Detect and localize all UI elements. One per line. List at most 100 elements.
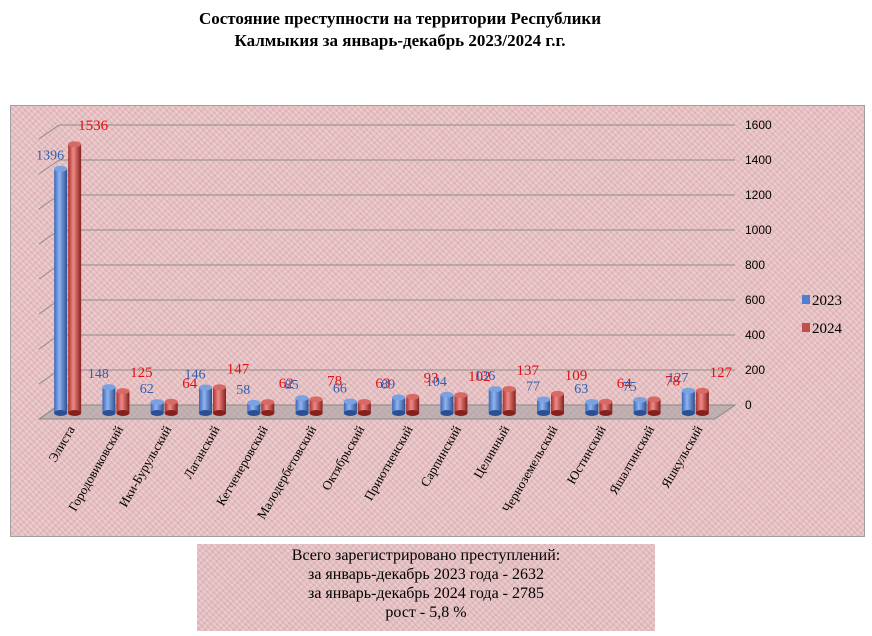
chart-floor xyxy=(37,404,737,420)
data-label-2023: 66 xyxy=(333,381,347,396)
bar-top-2024 xyxy=(454,392,468,399)
bar-top-2024 xyxy=(599,398,613,405)
data-label-2024: 63 xyxy=(375,376,390,392)
gridline-side xyxy=(38,124,60,140)
summary-line1: Всего зарегистрировано преступлений: xyxy=(291,547,561,564)
bar-2024 xyxy=(454,395,468,413)
bar-top-2023 xyxy=(295,395,309,402)
bar-top-2024 xyxy=(647,396,661,403)
bar-top-2023 xyxy=(199,384,212,391)
bar-2024 xyxy=(68,144,82,413)
bar-2023 xyxy=(343,401,357,413)
data-label-2023: 75 xyxy=(623,380,637,395)
data-label-2023: 89 xyxy=(381,377,395,392)
bar-2023 xyxy=(585,401,599,413)
bar-2024 xyxy=(164,401,178,413)
bar-top-2023 xyxy=(440,391,454,398)
bar-2023 xyxy=(392,397,406,413)
data-label-2024: 62 xyxy=(279,376,294,392)
bar-top-2024 xyxy=(164,398,178,405)
bar-base-2023 xyxy=(440,410,454,416)
x-tick-label: Сарпинский xyxy=(417,423,464,489)
bar-2023 xyxy=(54,168,68,413)
bar-base-2024 xyxy=(309,410,323,416)
bar-2023 xyxy=(440,394,454,413)
bar-top-2023 xyxy=(54,165,68,172)
summary-line3: за январь-декабрь 2024 года - 2785 xyxy=(308,585,544,602)
legend-swatch-2024 xyxy=(802,323,810,332)
bar-top-2024 xyxy=(213,384,226,391)
data-label-2023: 1396 xyxy=(36,149,64,164)
y-tick-label: 1200 xyxy=(745,188,772,202)
bar-2023 xyxy=(199,387,212,413)
bar-2024 xyxy=(695,390,709,413)
data-label-2024: 109 xyxy=(565,368,588,384)
data-label-2024: 64 xyxy=(617,376,633,392)
bar-2023 xyxy=(150,402,164,413)
bar-base-2023 xyxy=(392,410,406,416)
bar-base-2023 xyxy=(343,410,357,416)
bar-2023 xyxy=(102,387,116,413)
data-label-2023: 146 xyxy=(185,367,206,382)
bar-base-2023 xyxy=(54,410,68,416)
bar-2024 xyxy=(116,391,130,413)
bar-2023 xyxy=(488,389,502,413)
bar-top-2024 xyxy=(68,141,82,148)
bar-2023 xyxy=(295,398,309,413)
bar-top-2024 xyxy=(551,390,564,397)
bar-2024 xyxy=(647,399,661,413)
bar-2023 xyxy=(247,402,261,413)
bar-top-2024 xyxy=(261,399,275,406)
bar-2024 xyxy=(213,387,226,413)
data-label-2023: 63 xyxy=(574,382,588,397)
data-label-2024: 78 xyxy=(665,373,680,389)
bar-chart: 0 200 400 600 800 1000 1200 1400 1600 1396 1536 Эли… xyxy=(36,118,842,522)
data-label-2023: 127 xyxy=(667,371,688,386)
bar-base-2024 xyxy=(164,410,178,416)
x-tick-label: Октябрьский xyxy=(318,423,367,493)
chart-title-line1: Состояние преступности на территории Рес… xyxy=(198,9,601,28)
bar-base-2023 xyxy=(199,410,212,416)
y-tick-label: 600 xyxy=(745,293,765,307)
legend-swatch-2023 xyxy=(802,295,810,304)
data-label-2024: 125 xyxy=(130,365,153,381)
bar-base-2024 xyxy=(213,410,226,416)
bar-base-2023 xyxy=(295,410,309,416)
bar-base-2023 xyxy=(537,410,550,416)
y-tick-label: 1000 xyxy=(745,223,772,237)
x-tick-label: Целинный xyxy=(470,423,512,481)
summary-line2: за январь-декабрь 2023 года - 2632 xyxy=(308,566,544,583)
x-tick-label: Кетченеровский xyxy=(213,423,271,508)
x-tick-label: Ики-Бурульский xyxy=(116,423,175,510)
bar-base-2024 xyxy=(406,410,420,416)
x-tick-label: Лаганский xyxy=(180,423,222,481)
x-tick-label: Элиста xyxy=(45,423,78,465)
bar-2024 xyxy=(309,399,323,413)
y-tick-label: 1600 xyxy=(745,118,772,132)
data-label-2023: 85 xyxy=(285,378,299,393)
bar-top-2023 xyxy=(150,399,164,406)
bar-top-2023 xyxy=(681,387,695,394)
data-label-2023: 77 xyxy=(526,380,540,395)
bar-2023 xyxy=(633,399,647,413)
data-label-2024: 147 xyxy=(227,361,250,377)
y-tick-label: 1400 xyxy=(745,153,772,167)
x-tick-label: Приютненский xyxy=(361,423,416,503)
bar-base-2024 xyxy=(551,410,564,416)
data-label-2024: 93 xyxy=(424,371,439,387)
bar-2024 xyxy=(406,396,420,413)
data-label-2024: 1536 xyxy=(78,118,109,134)
bar-2023 xyxy=(537,399,550,413)
data-label-2024: 64 xyxy=(182,376,198,392)
bar-base-2024 xyxy=(68,410,82,416)
bar-top-2023 xyxy=(343,398,357,405)
bar-base-2023 xyxy=(585,410,599,416)
bar-top-2024 xyxy=(502,386,516,393)
data-label-2023: 62 xyxy=(140,382,154,397)
bar-base-2024 xyxy=(261,410,275,416)
data-label-2024: 127 xyxy=(710,365,733,381)
bar-base-2024 xyxy=(357,410,371,416)
bar-base-2024 xyxy=(454,410,468,416)
y-tick-label: 0 xyxy=(745,398,752,412)
bar-top-2023 xyxy=(633,396,647,403)
